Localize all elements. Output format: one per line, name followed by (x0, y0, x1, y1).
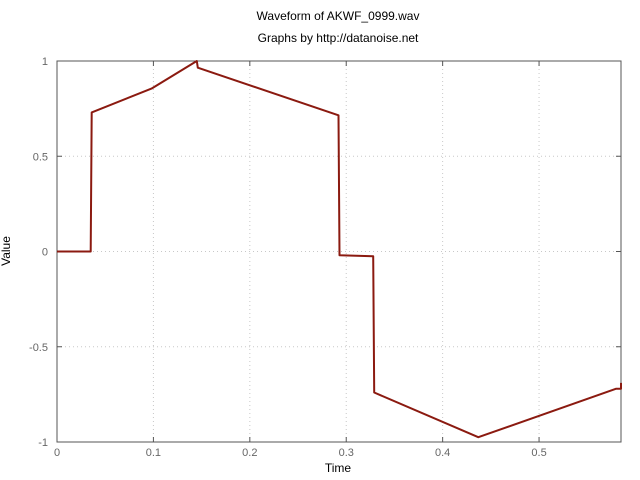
x-axis-label: Time (325, 461, 352, 475)
x-tick-label: 0.1 (146, 447, 161, 459)
x-tick-label: 0 (54, 447, 60, 459)
y-tick-label: 1 (42, 56, 48, 68)
y-tick-label: 0 (42, 247, 48, 259)
waveform-series-line (57, 60, 622, 439)
x-tick-label: 0.4 (435, 447, 450, 459)
axis-ticks: 0 0.1 0.2 0.3 0.4 0.5 -1 -0.5 0 0.5 1 (29, 56, 621, 459)
y-tick-label: -0.5 (29, 342, 48, 354)
chart-title: Waveform of AKWF_0999.wav (257, 9, 420, 23)
x-tick-label: 0.2 (242, 447, 257, 459)
y-axis-label: Value (0, 236, 13, 266)
y-tick-label: 0.5 (33, 151, 48, 163)
x-tick-label: 0.3 (339, 447, 354, 459)
chart-subtitle: Graphs by http://datanoise.net (258, 31, 419, 45)
y-tick-label: -1 (38, 437, 48, 449)
x-tick-label: 0.5 (531, 447, 546, 459)
